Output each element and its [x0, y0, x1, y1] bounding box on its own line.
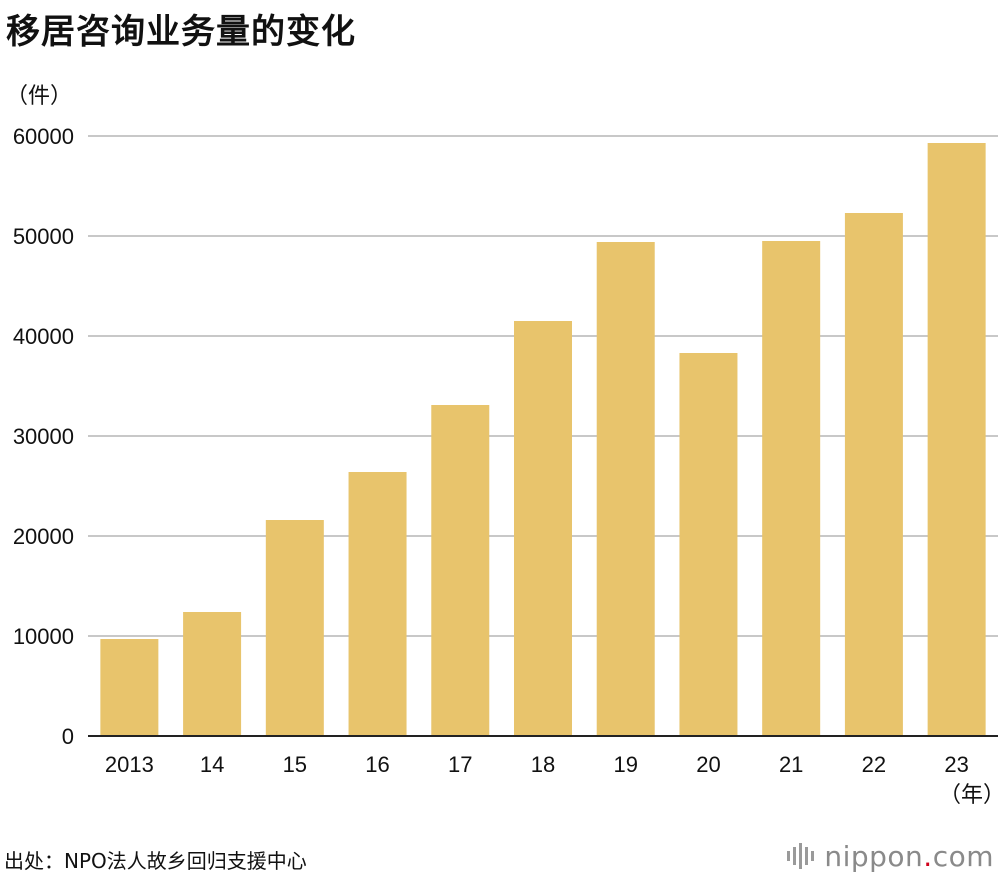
x-tick-label: 2013 [105, 752, 154, 777]
chart-title: 移居咨询业务量的变化 [6, 12, 356, 52]
x-tick-label: 16 [365, 752, 389, 777]
logo-text: nippon.com [824, 839, 994, 873]
x-unit-label: （年） [939, 783, 1000, 808]
bar [183, 612, 242, 736]
bar [265, 520, 324, 736]
nippon-logo: nippon.com [787, 839, 994, 873]
x-tick-label: 20 [696, 752, 720, 777]
bar [514, 321, 572, 736]
bar-chart: 0 10000 20000 30000 40000 50000 60000 2013 14 15 1… [13, 124, 1000, 808]
y-tick-label: 0 [62, 724, 74, 749]
logo-bars-icon [787, 843, 815, 869]
bar [348, 472, 407, 736]
bar [844, 213, 903, 736]
x-tick-label: 19 [613, 752, 637, 777]
bar [431, 405, 490, 736]
y-tick-label: 60000 [13, 124, 74, 149]
source-note: 出处：NPO法人故乡回归支援中心 [4, 849, 307, 873]
bar [596, 242, 655, 736]
bar [927, 143, 986, 736]
x-tick-label: 17 [448, 752, 472, 777]
y-tick-label: 30000 [13, 424, 74, 449]
x-tick-label: 23 [944, 752, 968, 777]
x-tick-label: 22 [862, 752, 886, 777]
y-tick-label: 20000 [13, 524, 74, 549]
bar [762, 241, 821, 736]
x-tick-label: 15 [283, 752, 307, 777]
x-tick-label: 21 [779, 752, 803, 777]
x-tick-label: 18 [531, 752, 555, 777]
y-tick-label: 50000 [13, 224, 74, 249]
y-unit-label: （件） [6, 84, 73, 109]
y-tick-label: 10000 [13, 624, 74, 649]
bar [679, 353, 738, 736]
y-tick-label: 40000 [13, 324, 74, 349]
x-tick-label: 14 [200, 752, 224, 777]
bar [100, 639, 159, 736]
